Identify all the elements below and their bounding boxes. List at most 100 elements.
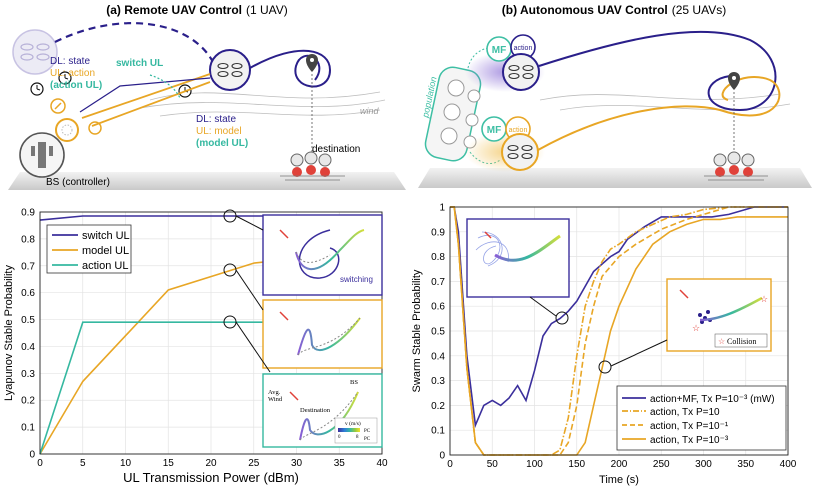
model-ul-label: (model UL): [196, 138, 248, 149]
x-tick-label: 0: [447, 459, 453, 470]
people-icon: [280, 151, 345, 181]
y-tick-label: 0.7: [21, 261, 35, 272]
ul-action-arrow: [91, 81, 211, 127]
x-tick-label: 200: [611, 459, 628, 470]
series-line-0: [450, 206, 788, 429]
pc-label-2: PC: [364, 437, 371, 442]
dl-state-1: DL: state: [50, 56, 90, 67]
drone-icon-top: [508, 64, 534, 80]
x-tick-label: 50: [487, 459, 499, 470]
legend-action-mf: action+MF, Tx P=10⁻³ (mW): [650, 394, 775, 405]
uav-top: [502, 53, 540, 91]
legend-action-ul: action UL: [82, 260, 128, 272]
legend-b: action+MF, Tx P=10⁻³ (mW) action, Tx P=1…: [616, 385, 787, 451]
y-tick-label: 0.9: [21, 208, 35, 219]
trajectory-orange-b: [537, 75, 781, 151]
bs-label: BS (controller): [46, 177, 110, 188]
y-axis-label: Swarm Stable Probability: [411, 269, 423, 392]
uav-bottom: [501, 133, 539, 171]
y-tick-label: 0.5: [431, 327, 445, 338]
drone-ghost-icon: [20, 43, 50, 61]
cb-min: 0: [338, 435, 341, 440]
x-tick-label: 10: [120, 458, 132, 469]
x-tick-label: 150: [568, 459, 585, 470]
callouts-a: [223, 209, 271, 373]
mf-label-bottom: MF: [487, 125, 501, 136]
callouts-b: [529, 296, 668, 374]
drone-icon: [217, 62, 243, 78]
dl-state-2: DL: state: [196, 114, 236, 125]
y-tick-label: 0.6: [21, 288, 35, 299]
action-label-bottom: action: [509, 127, 528, 134]
y-tick-label: 0.2: [21, 396, 35, 407]
legend-model-ul: model UL: [82, 245, 129, 257]
x-tick-label: 5: [80, 458, 86, 469]
y-tick-label: 0: [439, 451, 445, 462]
dl-state-arrow: [79, 77, 211, 113]
legend-action-10: action, Tx P=10: [650, 407, 720, 418]
collision-star-icon-2: ☆: [692, 323, 700, 333]
wind-label: wind: [360, 106, 380, 116]
x-tick-label: 20: [205, 458, 217, 469]
y-tick-label: 0.4: [431, 351, 445, 362]
model-packet: [88, 121, 102, 135]
drone-icon-bottom: [507, 144, 533, 160]
x-tick-label: 15: [163, 458, 175, 469]
switch-ul-arrow: [149, 74, 181, 99]
switch-ul-label: switch UL: [116, 58, 163, 69]
destination-pin-icon-b: [728, 72, 740, 90]
trajectory-dashed: [54, 22, 214, 63]
x-tick-label: 0: [37, 458, 43, 469]
x-tick-label: 35: [334, 458, 346, 469]
inset-bs: BS: [350, 379, 358, 386]
inset-model: [262, 299, 383, 369]
population-drones-icon: [440, 79, 481, 149]
series-line-2: [450, 206, 788, 456]
destination-label: destination: [312, 144, 360, 155]
y-tick-label: 0.9: [431, 227, 445, 238]
panel-a-schematic: (a) Remote UAV Control (1 UAV) wind: [8, 3, 406, 190]
y-tick-label: 0.1: [431, 426, 445, 437]
inset-swarm-collision: ☆ ☆ ☆ Collision: [666, 278, 772, 352]
trajectory-purple-b: [538, 30, 777, 112]
y-tick-label: 0: [29, 450, 35, 461]
ground-platform-b: [418, 168, 812, 188]
inset-switching-label: switching: [340, 275, 373, 284]
y-tick-label: 0.5: [21, 315, 35, 326]
x-axis-label: UL Transmission Power (dBm): [123, 470, 299, 485]
y-tick-label: 0.7: [431, 277, 445, 288]
legend-a: switch UL model UL action UL: [46, 224, 132, 274]
x-tick-label: 30: [291, 458, 303, 469]
cb-title: v (m/s): [345, 420, 361, 427]
inset-avg-wind: Avg. Wind: [268, 389, 283, 403]
action-ul-label: (action UL): [50, 80, 102, 91]
legend-action-10m1: action, Tx P=10⁻¹: [650, 421, 729, 432]
uav-main: [209, 49, 251, 91]
x-tick-label: 25: [248, 458, 260, 469]
x-tick-label: 400: [780, 459, 797, 470]
x-tick-label: 40: [376, 458, 388, 469]
ul-action-label: UL: action: [50, 68, 95, 79]
collision-star-legend-icon: ☆: [718, 337, 725, 346]
wind-lines: [139, 91, 386, 117]
y-tick-label: 0.3: [21, 369, 35, 380]
y-tick-label: 0.3: [431, 376, 445, 387]
uav-ghost: [12, 29, 58, 75]
y-tick-label: 0.6: [431, 302, 445, 313]
y-tick-label: 0.2: [431, 401, 445, 412]
x-tick-label: 250: [653, 459, 670, 470]
collision-star-icon: ☆: [760, 294, 768, 304]
cb-max: 8: [356, 435, 359, 440]
y-tick-label: 0.4: [21, 342, 35, 353]
legend-action-10m3: action, Tx P=10⁻³: [650, 435, 729, 446]
panel-b-schematic: (b) Autonomous UAV Control (25 UAVs) popu…: [418, 3, 812, 188]
series-line-3: [450, 206, 788, 456]
action-label-top: action: [514, 45, 533, 52]
panel-a-title: (a) Remote UAV Control (1 UAV): [106, 3, 288, 17]
x-axis-label: Time (s): [599, 474, 639, 486]
y-tick-label: 1: [439, 203, 445, 214]
x-tick-label: 100: [526, 459, 543, 470]
x-tick-label: 350: [737, 459, 754, 470]
ul-model-arrow: [81, 73, 211, 119]
